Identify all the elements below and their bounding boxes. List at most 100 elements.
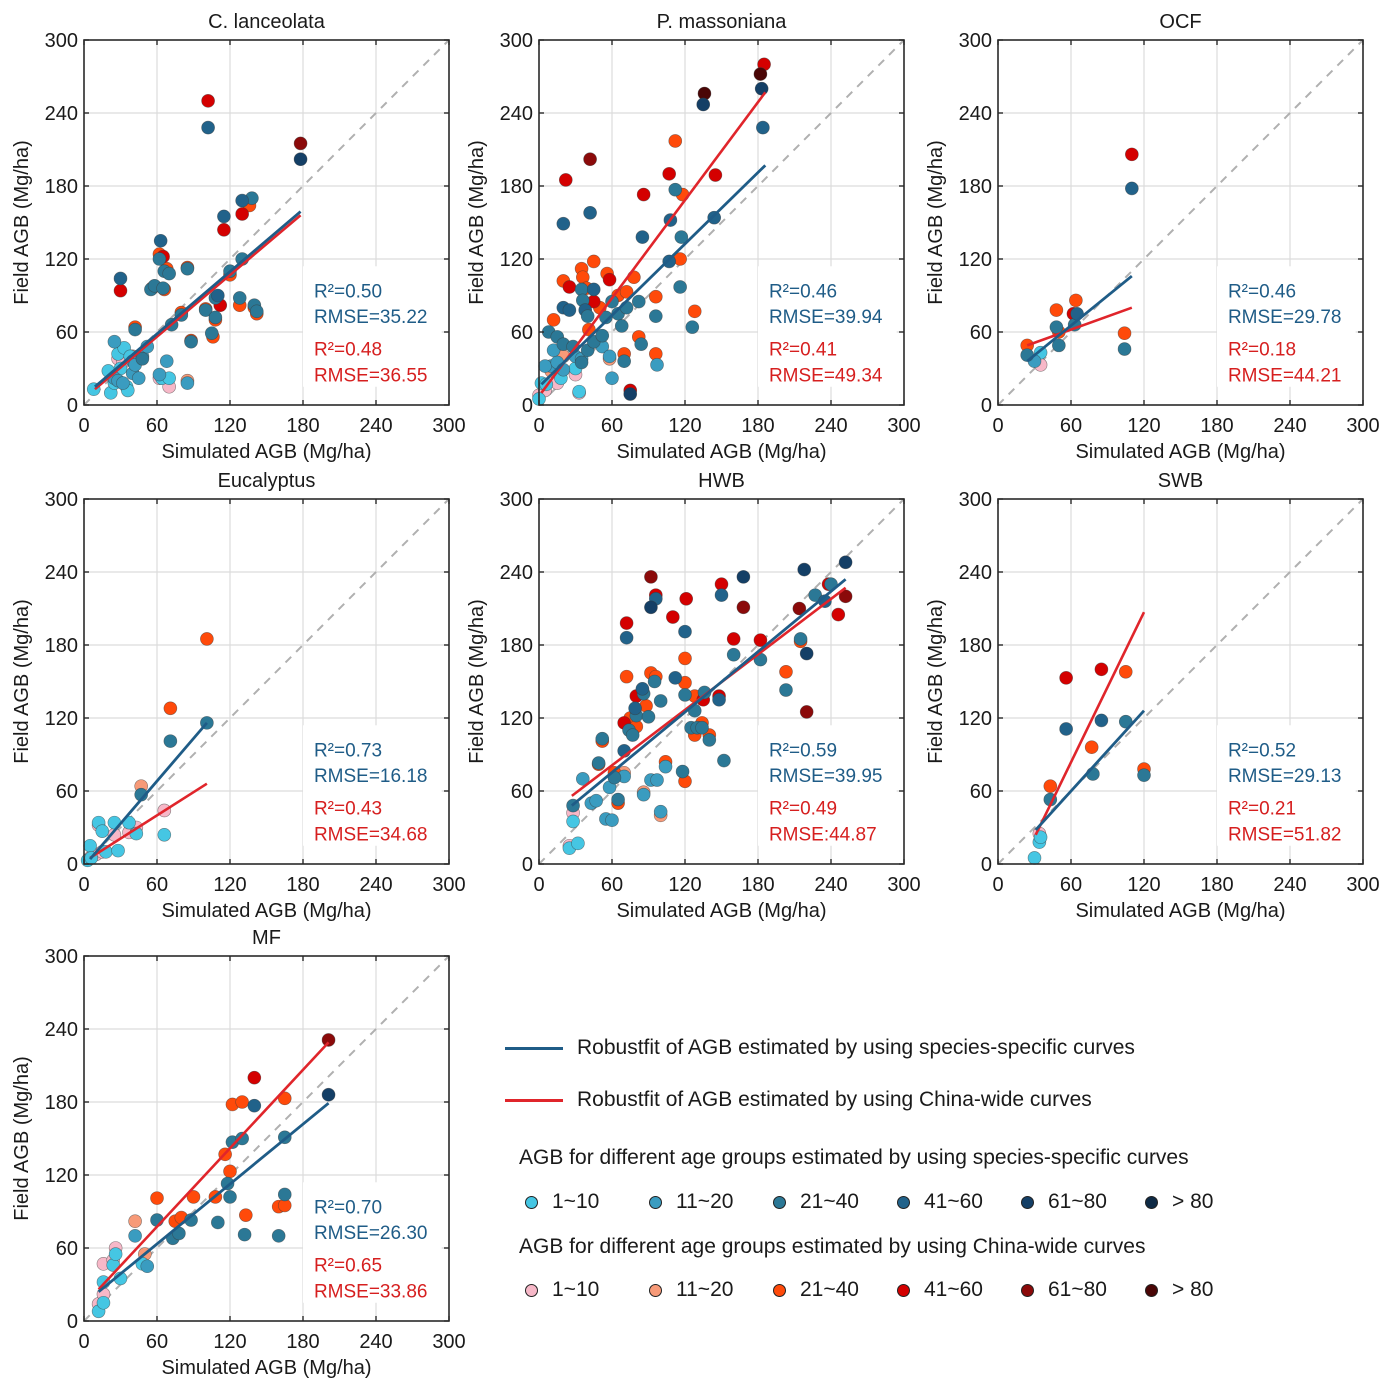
point-species-specific [650, 358, 664, 372]
stat-rmse-china: RMSE=51.82 [1228, 824, 1342, 845]
y-axis-label: Field AGB (Mg/ha) [11, 1056, 33, 1221]
point-species-specific [605, 294, 619, 309]
point-species-specific [662, 254, 676, 269]
x-tick-label: 300 [1346, 874, 1379, 896]
china-legend-label: 11~20 [676, 1278, 734, 1301]
point-species-specific [107, 334, 122, 349]
x-tick-label: 180 [286, 415, 319, 437]
point-species-specific [116, 376, 130, 390]
point-species-specific [237, 1227, 252, 1242]
point-species-specific [644, 600, 658, 615]
identity-line [997, 39, 1364, 406]
point-china-wide [113, 283, 128, 298]
point-china-wide [792, 601, 807, 616]
point-species-specific [736, 570, 751, 584]
china-legend-marker [1021, 1283, 1034, 1297]
stats-box [303, 266, 442, 387]
x-axis-label: Simulated AGB (Mg/ha) [161, 441, 371, 463]
y-tick-label: 180 [959, 635, 992, 657]
y-tick-label: 120 [500, 249, 533, 271]
x-tick-label: 0 [533, 874, 544, 896]
point-china-wide [753, 633, 768, 647]
point-species-specific [184, 334, 198, 349]
china-legend-marker [773, 1283, 786, 1297]
legend-label-china-fit: Robustfit of AGB estimated by using Chin… [577, 1088, 1092, 1111]
point-species-specific [838, 555, 853, 570]
y-tick-label: 300 [959, 489, 992, 511]
point-species-specific [1052, 338, 1066, 353]
x-tick-label: 60 [146, 415, 168, 437]
point-species-specific [1117, 342, 1132, 356]
x-tick-label: 180 [741, 415, 774, 437]
point-species-specific [546, 343, 561, 358]
point-china-wide [558, 173, 573, 187]
y-tick-label: 240 [45, 562, 78, 584]
x-tick-label: 0 [533, 415, 544, 437]
point-species-specific [220, 1176, 235, 1191]
point-species-specific [695, 720, 709, 735]
x-tick-label: 0 [78, 874, 89, 896]
species-legend-label: 1~10 [552, 1190, 600, 1213]
point-china-wide [163, 701, 178, 716]
point-china-wide [1118, 664, 1133, 679]
y-tick-label: 0 [981, 395, 992, 417]
x-tick-label: 120 [668, 874, 701, 896]
point-china-wide [1084, 740, 1099, 755]
stat-r2-species: R²=0.52 [1228, 740, 1296, 761]
point-species-specific [232, 291, 247, 305]
species-legend-label: > 80 [1172, 1190, 1214, 1213]
point-china-wide [217, 223, 231, 237]
point-china-wide [636, 187, 651, 202]
point-species-specific [668, 182, 683, 197]
china-legend-item: > 80 [1145, 1278, 1269, 1302]
point-china-wide [644, 570, 658, 584]
y-tick-label: 120 [959, 249, 992, 271]
point-china-wide [838, 589, 853, 604]
x-tick-label: 60 [601, 874, 623, 896]
point-species-specific [605, 813, 619, 828]
x-tick-label: 180 [286, 874, 319, 896]
stat-r2-china: R²=0.21 [1228, 799, 1296, 820]
point-species-specific [625, 728, 640, 742]
point-china-wide [726, 632, 741, 646]
point-species-specific [712, 692, 726, 707]
x-tick-label: 240 [1273, 874, 1306, 896]
point-species-specific [83, 838, 97, 853]
point-species-specific [1137, 768, 1151, 782]
species-legend-marker [1145, 1195, 1158, 1209]
y-tick-label: 180 [959, 176, 992, 198]
y-tick-label: 60 [56, 1238, 78, 1260]
y-tick-label: 120 [45, 1165, 78, 1187]
point-species-specific [799, 646, 814, 661]
species-legend-item: 1~10 [525, 1190, 649, 1214]
fit-line-species [94, 210, 302, 388]
stat-r2-species: R²=0.59 [769, 740, 837, 761]
identity-line [83, 498, 450, 865]
y-tick-label: 240 [500, 103, 533, 125]
x-tick-label: 0 [78, 1331, 89, 1353]
species-legend-item: 11~20 [649, 1190, 773, 1214]
point-china-wide [1094, 662, 1109, 677]
point-species-specific [572, 384, 586, 399]
x-tick-label: 180 [1200, 415, 1233, 437]
species-legend-item: 41~60 [897, 1190, 1021, 1214]
china-legend-item: 21~40 [773, 1278, 897, 1302]
identity-line [997, 498, 1364, 865]
point-species-specific [156, 281, 170, 296]
point-species-specific [580, 309, 595, 323]
stat-rmse-china: RMSE=36.55 [314, 365, 428, 386]
point-species-specific [619, 630, 634, 645]
point-species-specific [95, 824, 110, 838]
legend-title-species: AGB for different age groups estimated b… [519, 1146, 1189, 1169]
china-legend-label: 21~40 [800, 1278, 859, 1301]
point-species-specific [658, 759, 673, 774]
x-tick-label: 0 [992, 415, 1003, 437]
stats-box [303, 725, 442, 846]
point-species-specific [235, 193, 249, 208]
stat-r2-species: R²=0.46 [1228, 281, 1296, 302]
point-species-specific [271, 1229, 286, 1243]
point-china-wide [602, 272, 617, 287]
panel-title: C. lanceolata [208, 11, 326, 33]
axes-frame [83, 39, 450, 406]
china-legend-marker [1145, 1283, 1158, 1297]
